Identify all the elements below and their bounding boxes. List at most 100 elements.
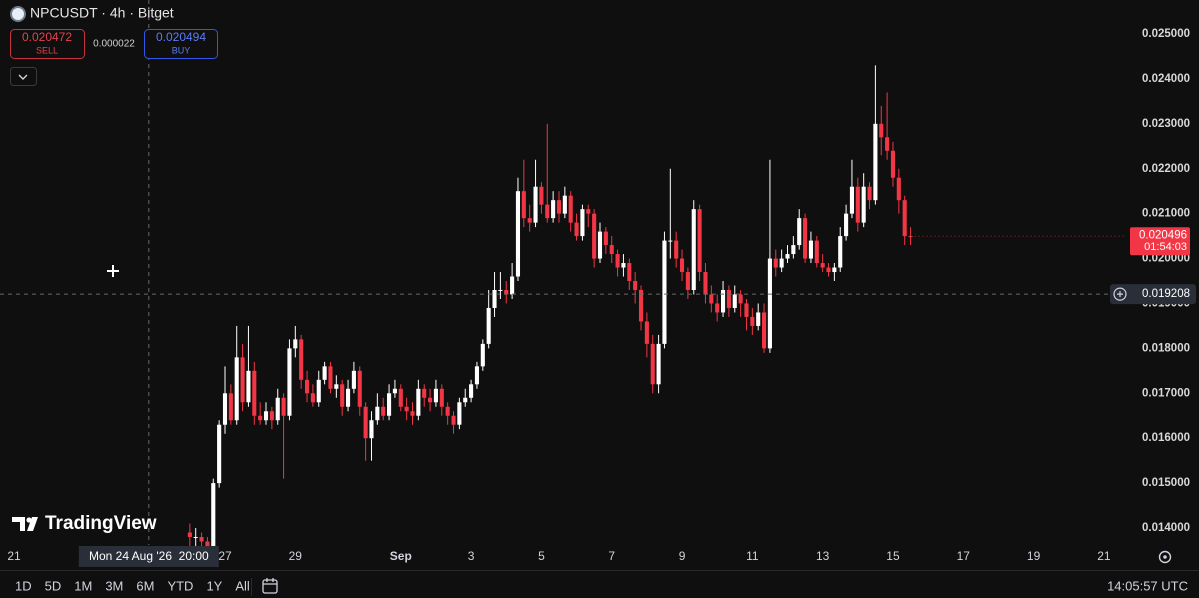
candle-body: [551, 200, 556, 219]
candle-body: [486, 307, 491, 344]
candle-body: [896, 177, 901, 201]
calendar-lines: [263, 578, 277, 585]
y-tick-label: 0.025000: [1142, 28, 1190, 40]
candle-body: [662, 240, 667, 344]
buy-price: 0.020494: [156, 30, 206, 44]
candle-body: [603, 231, 608, 246]
candle-body: [498, 289, 503, 291]
candle-body: [416, 388, 421, 416]
x-tick-label: 21: [7, 549, 21, 563]
range-button[interactable]: 6M: [136, 578, 154, 593]
crosshair-time-box: [78, 546, 219, 567]
y-tick-label: 0.014000: [1142, 522, 1190, 534]
candle-body: [785, 254, 790, 259]
x-tick-label: 29: [289, 549, 303, 563]
candle-body: [791, 245, 796, 255]
spread: 0.000022: [93, 39, 135, 50]
candle-body: [580, 209, 585, 237]
candle-body: [275, 397, 280, 421]
x-tick-label: Sep: [390, 549, 412, 563]
symbol-title[interactable]: NPCUSDT · 4h · Bitget: [30, 5, 174, 21]
candle-body: [533, 186, 538, 223]
calendar-icon[interactable]: [262, 578, 278, 594]
candle-body: [797, 218, 802, 246]
candle-body: [381, 406, 386, 416]
buy-button[interactable]: [144, 29, 218, 59]
candle-body: [773, 258, 778, 268]
candle-body: [246, 370, 251, 403]
candle-body: [621, 263, 626, 268]
candle-body: [627, 263, 632, 282]
candle-body: [679, 258, 685, 273]
candle-body: [463, 397, 468, 403]
candle-body: [357, 370, 362, 407]
candle-body: [855, 186, 860, 223]
y-tick-label: 0.024000: [1142, 73, 1190, 85]
candle-body: [586, 209, 591, 214]
range-button[interactable]: 1Y: [206, 578, 222, 593]
candle-body: [375, 406, 380, 421]
y-tick-label: 0.022000: [1142, 163, 1190, 175]
candle-body: [451, 415, 456, 425]
tv-logo-dot: [26, 517, 32, 523]
candle-body: [838, 236, 843, 268]
add-alert-plus: [1117, 291, 1123, 298]
candle-body: [762, 312, 767, 349]
candle-body: [310, 393, 315, 403]
candle-body: [902, 200, 907, 237]
sell-price: 0.020472: [22, 30, 72, 44]
watermark: TradingView: [45, 513, 157, 534]
candle-body: [738, 294, 743, 304]
candle-body: [726, 289, 731, 308]
collapse-button[interactable]: [10, 67, 37, 86]
range-button[interactable]: 1D: [15, 578, 32, 593]
candle-body: [457, 402, 462, 425]
candle-body: [691, 209, 696, 290]
candle-body: [404, 406, 409, 412]
candle-body: [263, 411, 269, 421]
candle-body: [638, 289, 644, 322]
candle-body: [345, 388, 351, 407]
candle-body: [369, 420, 374, 439]
y-tick-label: 0.018000: [1142, 342, 1190, 354]
y-tick-label: 0.020000: [1142, 253, 1190, 265]
candle-body: [293, 339, 298, 349]
candle-body: [826, 267, 831, 273]
candle-body: [299, 339, 304, 380]
candle-body: [269, 411, 274, 421]
candle-body: [228, 393, 233, 421]
candle-body: [539, 186, 544, 205]
calendar-body: [262, 579, 278, 594]
candle-body: [217, 424, 222, 484]
x-tick-label: 21: [1097, 549, 1111, 563]
candle-body: [240, 357, 245, 403]
candle-body: [597, 231, 603, 259]
candle-body: [820, 263, 825, 268]
range-button[interactable]: YTD: [167, 578, 193, 593]
crosshair-price-box: [1110, 284, 1196, 305]
sell-button[interactable]: [10, 29, 85, 59]
candle-body: [392, 388, 397, 394]
candle-body: [574, 222, 579, 237]
range-button[interactable]: All: [235, 578, 250, 593]
candle-body: [504, 289, 509, 295]
candle-body: [644, 321, 649, 344]
range-button[interactable]: 3M: [105, 578, 123, 593]
x-tick-label: 17: [957, 549, 971, 563]
range-button[interactable]: 1M: [74, 578, 92, 593]
y-tick-label: 0.023000: [1142, 118, 1190, 130]
range-button[interactable]: 5D: [45, 578, 62, 593]
candle-body: [205, 541, 210, 546]
x-tick-label: 5: [538, 549, 545, 563]
crosshair-price: 0.019208: [1142, 288, 1190, 300]
candle-body: [849, 186, 855, 214]
candle-body: [720, 289, 726, 313]
candle-body: [252, 370, 257, 416]
candle-body: [844, 213, 849, 237]
settings-icon[interactable]: [1158, 550, 1172, 564]
candle-body: [832, 267, 837, 273]
candle-body: [445, 406, 450, 416]
candle-body: [328, 366, 333, 389]
settings-icon-center: [1163, 555, 1167, 559]
